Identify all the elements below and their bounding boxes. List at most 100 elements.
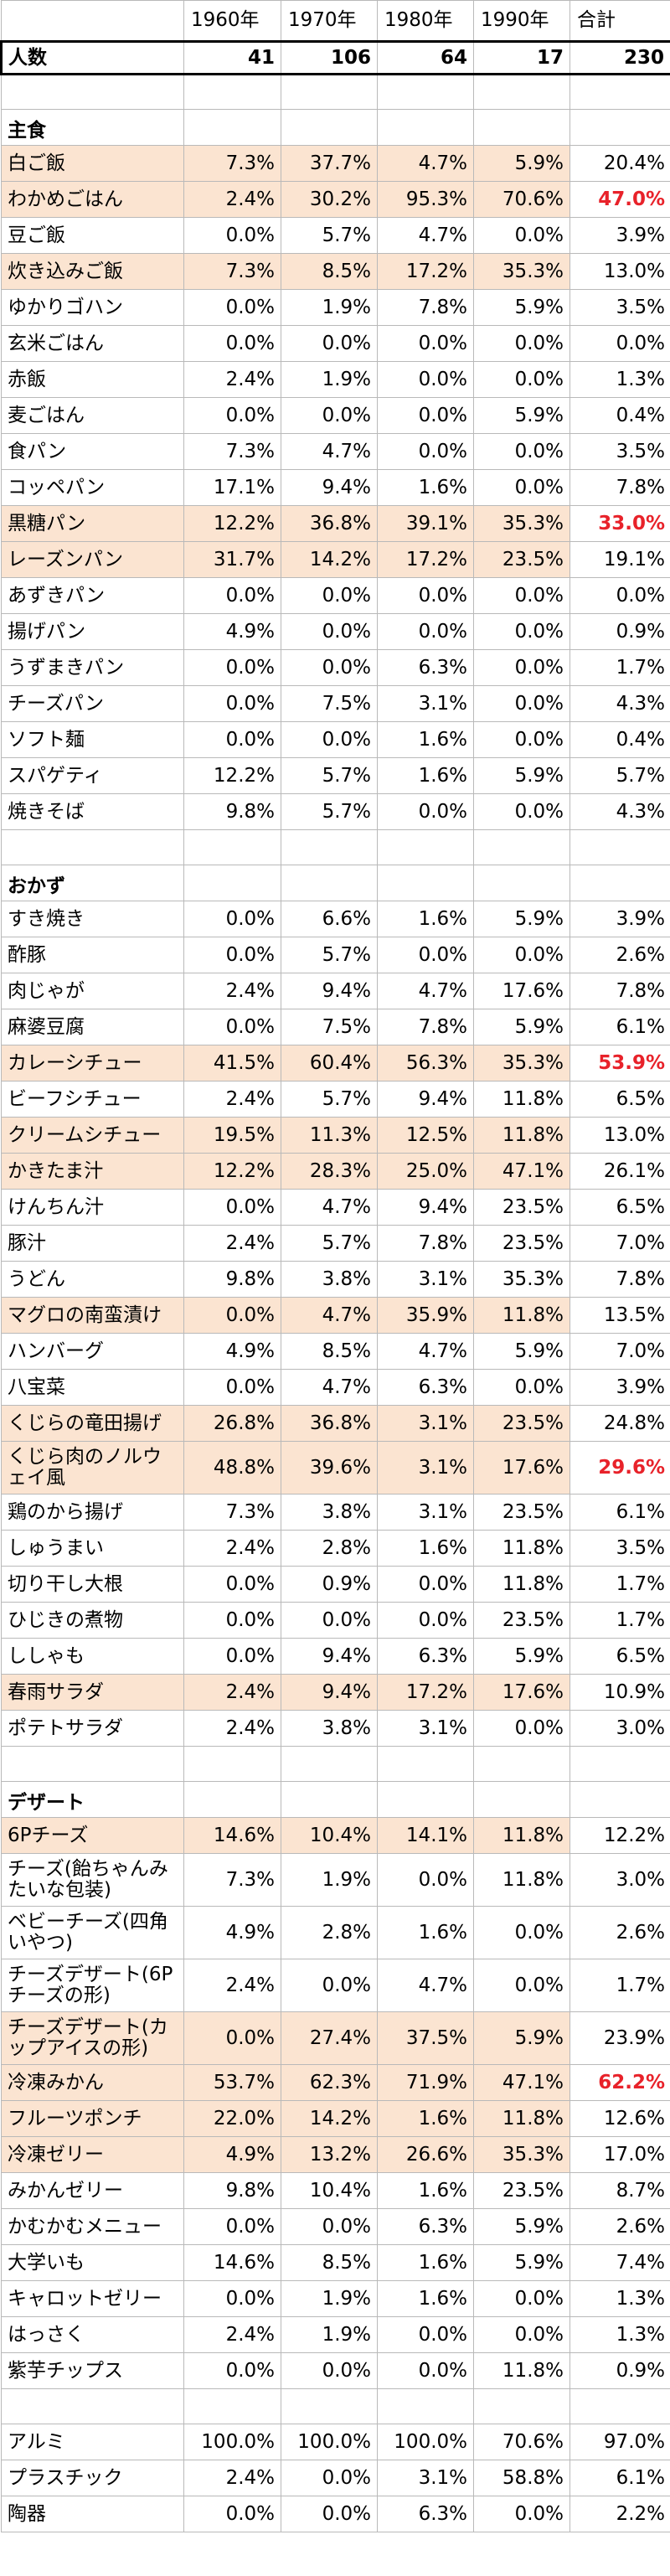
value-cell[interactable]: 37.5% [377, 2011, 474, 2065]
total-cell[interactable]: 17.0% [570, 2136, 670, 2173]
empty-cell[interactable] [570, 2388, 670, 2424]
value-cell[interactable]: 5.7% [281, 937, 378, 973]
total-cell[interactable]: 12.2% [570, 1817, 670, 1854]
total-cell[interactable]: 7.4% [570, 2244, 670, 2281]
row-label[interactable]: コッペパン [1, 469, 184, 506]
row-label[interactable]: 冷凍みかん [1, 2064, 184, 2101]
total-cell[interactable]: 1.3% [570, 2316, 670, 2353]
value-cell[interactable]: 8.5% [281, 2244, 378, 2281]
value-cell[interactable]: 53.7% [183, 2064, 281, 2101]
value-cell[interactable]: 30.2% [281, 181, 378, 218]
total-cell[interactable]: 0.4% [570, 721, 670, 758]
header-total[interactable]: 合計 [570, 0, 670, 42]
value-cell[interactable]: 5.9% [473, 289, 570, 326]
value-cell[interactable]: 4.7% [377, 1333, 474, 1370]
value-cell[interactable]: 0.0% [183, 1602, 281, 1639]
header-year-1990[interactable]: 1990年 [473, 0, 570, 42]
total-cell[interactable]: 53.9% [570, 1045, 670, 1082]
empty-cell[interactable] [183, 1746, 281, 1782]
empty-cell[interactable] [570, 1781, 670, 1818]
value-cell[interactable]: 0.0% [281, 577, 378, 614]
total-cell[interactable]: 1.3% [570, 2280, 670, 2317]
value-cell[interactable]: 11.8% [473, 1817, 570, 1854]
empty-cell[interactable] [1, 829, 184, 865]
row-label[interactable]: かむかむメニュー [1, 2208, 184, 2245]
value-cell[interactable]: 10.4% [281, 2172, 378, 2209]
value-cell[interactable]: 0.0% [473, 1959, 570, 2012]
row-label[interactable]: ししゃも [1, 1638, 184, 1675]
value-cell[interactable]: 3.8% [281, 1261, 378, 1298]
empty-cell[interactable] [281, 2388, 378, 2424]
value-cell[interactable]: 39.6% [281, 1441, 378, 1494]
value-cell[interactable]: 39.1% [377, 505, 474, 542]
row-label[interactable]: 白ご飯 [1, 145, 184, 182]
value-cell[interactable]: 11.8% [473, 1081, 570, 1118]
value-cell[interactable]: 35.3% [473, 253, 570, 290]
value-cell[interactable]: 0.0% [377, 613, 474, 650]
value-cell[interactable]: 4.9% [183, 2136, 281, 2173]
value-cell[interactable]: 4.9% [183, 1333, 281, 1370]
value-cell[interactable]: 0.0% [183, 2280, 281, 2317]
value-cell[interactable]: 7.8% [377, 1009, 474, 1045]
value-cell[interactable]: 4.7% [281, 433, 378, 470]
total-cell[interactable]: 6.5% [570, 1189, 670, 1226]
row-label[interactable]: 炊き込みご飯 [1, 253, 184, 290]
empty-cell[interactable] [183, 109, 281, 146]
value-cell[interactable]: 7.5% [281, 1009, 378, 1045]
empty-cell[interactable] [570, 829, 670, 865]
value-cell[interactable]: 1.9% [281, 2316, 378, 2353]
value-cell[interactable]: 0.0% [473, 433, 570, 470]
value-cell[interactable]: 0.0% [281, 2496, 378, 2532]
count-cell[interactable]: 106 [281, 40, 378, 75]
row-label[interactable]: 麦ごはん [1, 397, 184, 434]
row-label[interactable]: チーズデザート(カップアイスの形) [1, 2011, 184, 2065]
value-cell[interactable]: 7.3% [183, 253, 281, 290]
empty-cell[interactable] [281, 1781, 378, 1818]
total-cell[interactable]: 7.8% [570, 469, 670, 506]
value-cell[interactable]: 12.2% [183, 505, 281, 542]
value-cell[interactable]: 0.0% [377, 397, 474, 434]
total-cell[interactable]: 1.7% [570, 1602, 670, 1639]
total-cell[interactable]: 8.7% [570, 2172, 670, 2209]
value-cell[interactable]: 0.0% [473, 2496, 570, 2532]
empty-cell[interactable] [473, 74, 570, 110]
value-cell[interactable]: 5.9% [473, 2011, 570, 2065]
empty-cell[interactable] [473, 2388, 570, 2424]
row-label[interactable]: 6Pチーズ [1, 1817, 184, 1854]
value-cell[interactable]: 26.6% [377, 2136, 474, 2173]
value-cell[interactable]: 3.1% [377, 1494, 474, 1531]
value-cell[interactable]: 2.4% [183, 1225, 281, 1262]
total-cell[interactable]: 10.9% [570, 1674, 670, 1711]
empty-cell[interactable] [183, 1781, 281, 1818]
value-cell[interactable]: 1.6% [377, 721, 474, 758]
total-cell[interactable]: 6.1% [570, 2460, 670, 2496]
value-cell[interactable]: 11.8% [473, 2100, 570, 2137]
value-cell[interactable]: 0.0% [281, 1959, 378, 2012]
value-cell[interactable]: 100.0% [281, 2424, 378, 2460]
value-cell[interactable]: 0.0% [473, 721, 570, 758]
row-label[interactable]: 食パン [1, 433, 184, 470]
value-cell[interactable]: 35.3% [473, 2136, 570, 2173]
value-cell[interactable]: 2.4% [183, 2460, 281, 2496]
value-cell[interactable]: 0.0% [473, 649, 570, 686]
total-cell[interactable]: 1.3% [570, 361, 670, 398]
row-label[interactable]: 焼きそば [1, 793, 184, 830]
value-cell[interactable]: 4.7% [377, 1959, 474, 2012]
value-cell[interactable]: 0.0% [473, 2280, 570, 2317]
count-total-cell[interactable]: 230 [570, 40, 670, 75]
value-cell[interactable]: 9.8% [183, 793, 281, 830]
row-label[interactable]: スパゲティ [1, 757, 184, 794]
value-cell[interactable]: 11.3% [281, 1117, 378, 1154]
value-cell[interactable]: 0.0% [377, 793, 474, 830]
value-cell[interactable]: 5.9% [473, 757, 570, 794]
empty-cell[interactable] [183, 74, 281, 110]
row-label[interactable]: 陶器 [1, 2496, 184, 2532]
row-label[interactable]: あずきパン [1, 577, 184, 614]
value-cell[interactable]: 17.2% [377, 253, 474, 290]
empty-cell[interactable] [281, 109, 378, 146]
value-cell[interactable]: 4.9% [183, 1906, 281, 1959]
value-cell[interactable]: 2.4% [183, 1081, 281, 1118]
value-cell[interactable]: 5.7% [281, 217, 378, 254]
value-cell[interactable]: 0.0% [183, 217, 281, 254]
row-label[interactable]: くじらの竜田揚げ [1, 1405, 184, 1442]
